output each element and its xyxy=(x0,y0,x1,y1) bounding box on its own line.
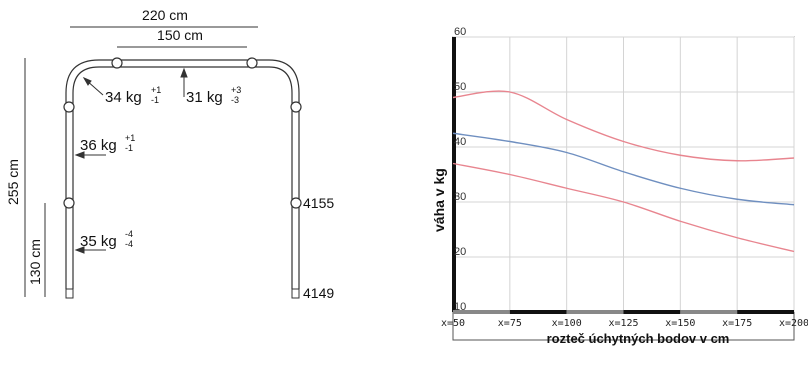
load-label-2-sup: +3 xyxy=(231,85,241,95)
attachment-point xyxy=(111,57,123,69)
series-line-2 xyxy=(452,132,795,206)
series-line-3 xyxy=(452,162,795,253)
frame-tube xyxy=(65,59,300,289)
series-line-1 xyxy=(452,90,795,162)
attachment-point xyxy=(63,101,75,113)
frame-diagram: 220 cm 150 cm 255 cm 130 cm 34 kg +1 -1 xyxy=(5,7,334,301)
x-axis-segment xyxy=(453,310,510,314)
y-tick-label: 50 xyxy=(454,81,466,93)
x-tick-label: x=50 xyxy=(441,318,465,329)
x-tick-label: x=125 xyxy=(608,318,638,329)
dim-label-lower-height: 130 cm xyxy=(27,239,43,285)
x-axis-segment xyxy=(509,310,567,314)
load-arrow-3-head xyxy=(74,151,85,159)
tube-end-right xyxy=(291,288,300,299)
attachment-point xyxy=(290,197,302,209)
x-tick-label: x=150 xyxy=(665,318,695,329)
y-axis-title: váha v kg xyxy=(431,168,447,232)
y-tick-label: 30 xyxy=(454,191,466,203)
load-label-2: 31 kg xyxy=(186,89,223,106)
x-axis-title: rozteč úchytných bodov v cm xyxy=(547,331,730,346)
y-tick-label: 10 xyxy=(454,301,466,313)
part-code-upper: 4155 xyxy=(303,195,334,211)
dim-label-total-width: 220 cm xyxy=(142,7,188,23)
load-label-3: 36 kg xyxy=(80,137,117,154)
x-tick-label: x=100 xyxy=(552,318,582,329)
x-tick-label: x=175 xyxy=(722,318,752,329)
part-code-lower: 4149 xyxy=(303,285,334,301)
load-label-4-sub: -4 xyxy=(125,239,133,249)
load-arrow-4-head xyxy=(74,246,85,254)
x-axis-segment xyxy=(680,310,738,314)
load-arrow-1-head xyxy=(82,76,92,86)
load-label-1-sub: -1 xyxy=(151,95,159,105)
x-tick-label: x=75 xyxy=(498,318,522,329)
load-label-4-sup: -4 xyxy=(125,229,133,239)
load-label-4: 35 kg xyxy=(80,233,117,250)
attachment-point xyxy=(290,101,302,113)
y-axis-bar xyxy=(452,37,456,312)
x-axis-segment xyxy=(623,310,681,314)
x-tick-label: x=200 xyxy=(779,318,808,329)
load-label-1: 34 kg xyxy=(105,89,142,106)
load-label-1-sup: +1 xyxy=(151,85,161,95)
y-tick-label: 20 xyxy=(454,246,466,258)
attachment-point xyxy=(246,57,258,69)
load-label-3-sup: +1 xyxy=(125,133,135,143)
x-axis-segment xyxy=(737,310,794,314)
load-label-2-sub: -3 xyxy=(231,95,239,105)
dim-label-inner-width: 150 cm xyxy=(157,27,203,43)
load-arrow-2-head xyxy=(180,67,188,78)
y-tick-label: 40 xyxy=(454,136,466,148)
y-tick-label: 60 xyxy=(454,26,466,38)
load-label-3-sub: -1 xyxy=(125,143,133,153)
dim-label-height: 255 cm xyxy=(5,159,21,205)
x-axis-segment xyxy=(566,310,624,314)
tube-end-left xyxy=(65,288,74,299)
attachment-point xyxy=(63,197,75,209)
